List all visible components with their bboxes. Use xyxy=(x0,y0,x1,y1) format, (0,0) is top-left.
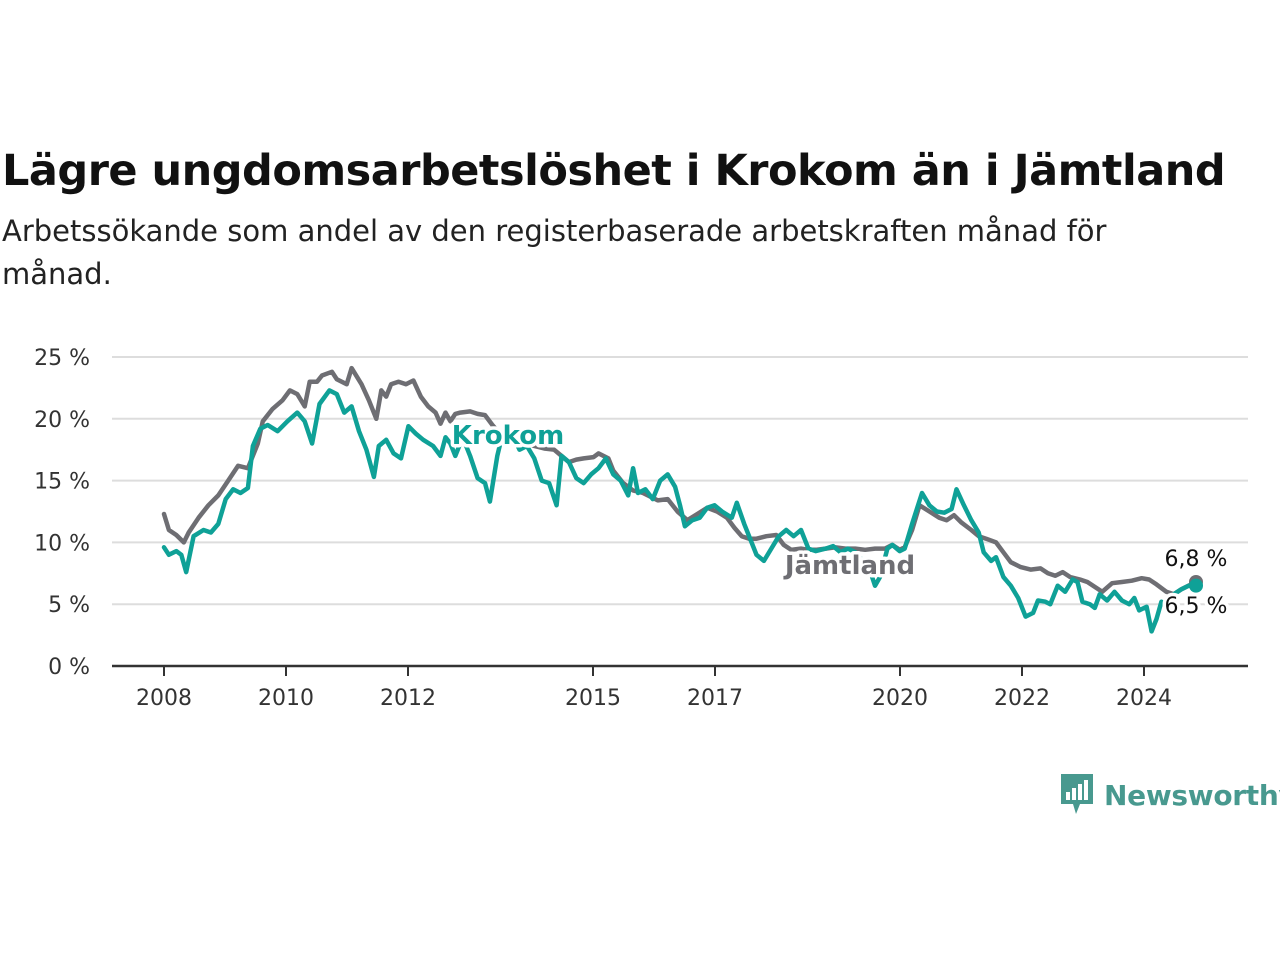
newsworthy-logo-icon xyxy=(1061,774,1093,814)
x-tick-label: 2022 xyxy=(994,686,1050,711)
x-tick-label: 2020 xyxy=(872,686,928,711)
series-line-krokom xyxy=(161,388,1199,634)
x-tick-label: 2024 xyxy=(1116,686,1172,711)
y-tick-label: 15 % xyxy=(34,470,90,495)
chart-series xyxy=(161,365,1203,634)
series-label-krokom: Krokom xyxy=(452,421,564,451)
end-point-krokom xyxy=(1189,578,1203,593)
y-tick-label: 25 % xyxy=(34,346,90,371)
end-label-jamtland-halo: 6,8 % xyxy=(1165,547,1228,572)
line-chart: 0 %5 %10 %15 %20 %25 % 2008 2010 2012 2015 2… xyxy=(34,346,1248,711)
series-label-jamtland: Jämtland xyxy=(783,551,915,581)
y-tick-label: 10 % xyxy=(34,531,90,556)
x-tick-label: 2012 xyxy=(380,686,436,711)
chart-subtitle: Arbetssökande som andel av den registerb… xyxy=(2,214,1107,291)
grid-lines xyxy=(112,356,1248,606)
x-tick-label: 2017 xyxy=(687,686,743,711)
x-tick-label: 2010 xyxy=(258,686,314,711)
newsworthy-logo: Newsworthy xyxy=(1058,772,1280,818)
y-axis-tick-labels: 0 % 5 % 10 % 15 % 20 % 25 % xyxy=(34,346,90,680)
x-tick-label: 2015 xyxy=(565,686,621,711)
y-tick-label: 5 % xyxy=(48,593,90,618)
end-label-krokom-halo: 6,5 % xyxy=(1165,594,1228,619)
chart-title: Lägre ungdomsarbetslöshet i Krokom än i … xyxy=(2,146,1226,196)
series-label-krokom-halo: Krokom xyxy=(452,421,564,451)
x-tick-label: 2008 xyxy=(136,686,192,711)
series-label-jamtland-halo: Jämtland xyxy=(783,551,915,581)
end-label-jamtland: 6,8 % xyxy=(1165,547,1228,572)
brand-name: Newsworthy xyxy=(1104,778,1280,812)
y-tick-label: 0 % xyxy=(48,655,90,680)
y-tick-label: 20 % xyxy=(34,408,90,433)
end-label-krokom: 6,5 % xyxy=(1165,594,1228,619)
x-axis: 2008 2010 2012 2015 2017 2020 2022 2024 xyxy=(112,664,1248,711)
